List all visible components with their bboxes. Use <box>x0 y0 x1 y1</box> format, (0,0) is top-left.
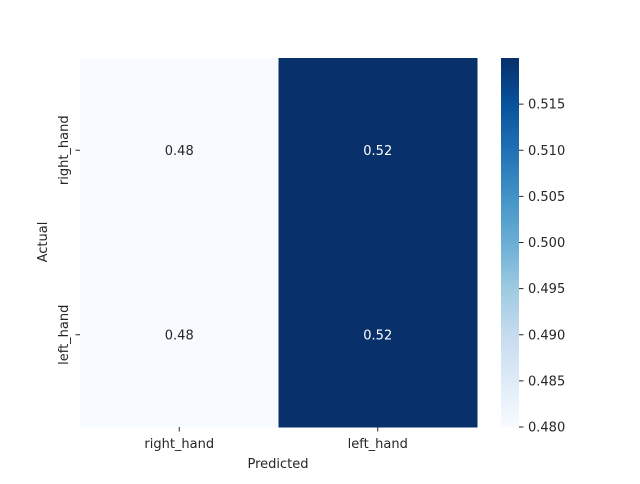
colorbar-ticks: 0.480 0.485 0.490 0.495 0.500 0.505 0.510 0.515 <box>519 98 565 436</box>
y-tick-label: left_hand <box>57 305 72 365</box>
cell-annotation: 0.52 <box>363 328 392 343</box>
heatmap-cell-right-hand-left-hand <box>278 58 478 243</box>
colorbar-tick-label: 0.495 <box>528 282 565 297</box>
y-axis-label: Actual <box>36 222 51 263</box>
y-axis-ticks: right_hand left_hand <box>57 115 80 365</box>
heatmap-cell-left-hand-right-hand <box>80 242 279 428</box>
cell-annotation: 0.48 <box>165 328 194 343</box>
colorbar-tick-label: 0.510 <box>528 144 565 159</box>
colorbar-tick-label: 0.490 <box>528 328 565 343</box>
colorbar-tick-label: 0.480 <box>528 421 565 436</box>
x-tick-label: left_hand <box>348 437 408 452</box>
heatmap-cells <box>80 58 478 428</box>
cell-annotations: 0.48 0.52 0.48 0.52 <box>165 144 392 344</box>
colorbar-tick-label: 0.500 <box>528 236 565 251</box>
x-axis-ticks: right_hand left_hand <box>144 427 408 452</box>
colorbar-tick-label: 0.505 <box>528 190 565 205</box>
colorbar-tick-label: 0.485 <box>528 374 565 389</box>
x-tick-label: right_hand <box>144 437 214 452</box>
colorbar <box>501 58 519 427</box>
heatmap-cell-right-hand-right-hand <box>80 58 279 243</box>
heatmap-cell-left-hand-left-hand <box>278 242 478 428</box>
cell-annotation: 0.48 <box>165 144 194 159</box>
x-axis-label: Predicted <box>247 457 308 472</box>
cell-annotation: 0.52 <box>363 144 392 159</box>
y-tick-label: right_hand <box>57 115 72 185</box>
colorbar-tick-label: 0.515 <box>528 98 565 113</box>
